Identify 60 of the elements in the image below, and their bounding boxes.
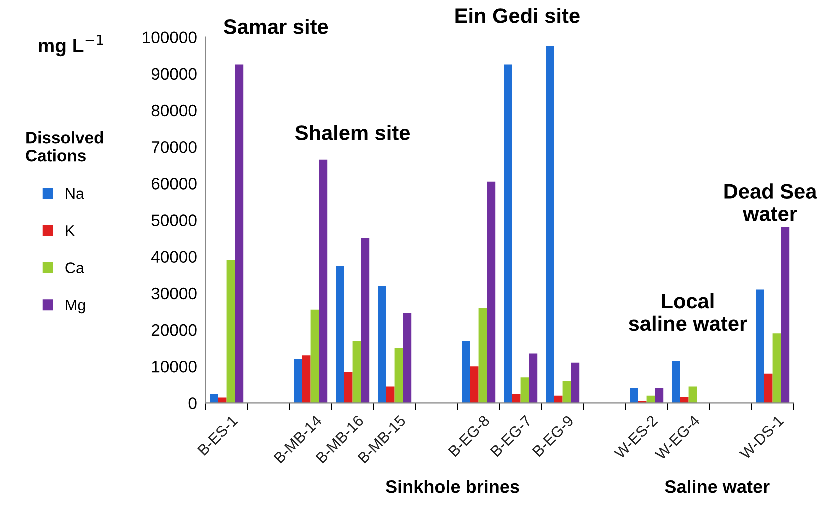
bar [688,386,698,404]
bar [462,340,470,404]
bar [319,160,328,404]
y-tick-label: 90000 [152,68,197,80]
bar [352,340,362,404]
y-tick-label: 100000 [143,32,197,44]
y-tick-label: 50000 [152,214,197,226]
bar [756,290,764,404]
legend-label: K [66,226,75,236]
bar [512,394,521,404]
y-tick-label: 70000 [152,141,197,154]
annotation: Shalem site [296,125,410,140]
bar [394,348,404,404]
bar [529,354,538,404]
bar [562,381,572,404]
y-tick-label: 0 [188,398,197,410]
y-axis-title: mg L$^{−1}$ [39,35,104,57]
bar [210,394,218,404]
bar [781,228,790,404]
bar [218,398,227,404]
bar [336,266,344,404]
bar [403,314,412,404]
text: Ein Gedi site [456,8,580,24]
legend-label: Mg [66,300,86,314]
bar [361,238,370,404]
bar [764,374,773,404]
text: Saline water [665,480,770,494]
y-tick-label: 40000 [152,251,197,264]
bar [302,356,311,404]
bar [344,372,353,404]
bar [546,46,554,404]
annotation: Local saline water [629,293,748,332]
bar [655,388,664,404]
annotation: Dead Sea water [724,184,818,222]
y-tick-label: 20000 [152,324,197,336]
legend-label: Na [66,188,84,200]
bar [772,334,782,404]
bar [378,286,386,404]
bar [672,361,680,404]
bar [554,396,563,404]
text: Sinkhole brines [386,480,520,494]
y-tick-label: 30000 [152,288,197,300]
bar [487,182,496,404]
bar [478,308,488,404]
bar [235,64,244,404]
bar [294,359,302,404]
bar [630,388,638,404]
y-tick-label: 60000 [152,178,197,190]
bar [571,362,580,404]
legend-title: Dissolved Cations [26,132,104,162]
bar [504,64,512,404]
y-tick-label: 80000 [152,104,197,117]
bar [520,378,530,404]
legend-label: Ca [66,262,84,274]
bar [470,366,479,404]
bar [386,386,395,404]
bar [226,260,236,404]
text: Samar site [224,19,328,34]
y-tick-label: 10000 [152,360,197,373]
bar [310,310,320,404]
